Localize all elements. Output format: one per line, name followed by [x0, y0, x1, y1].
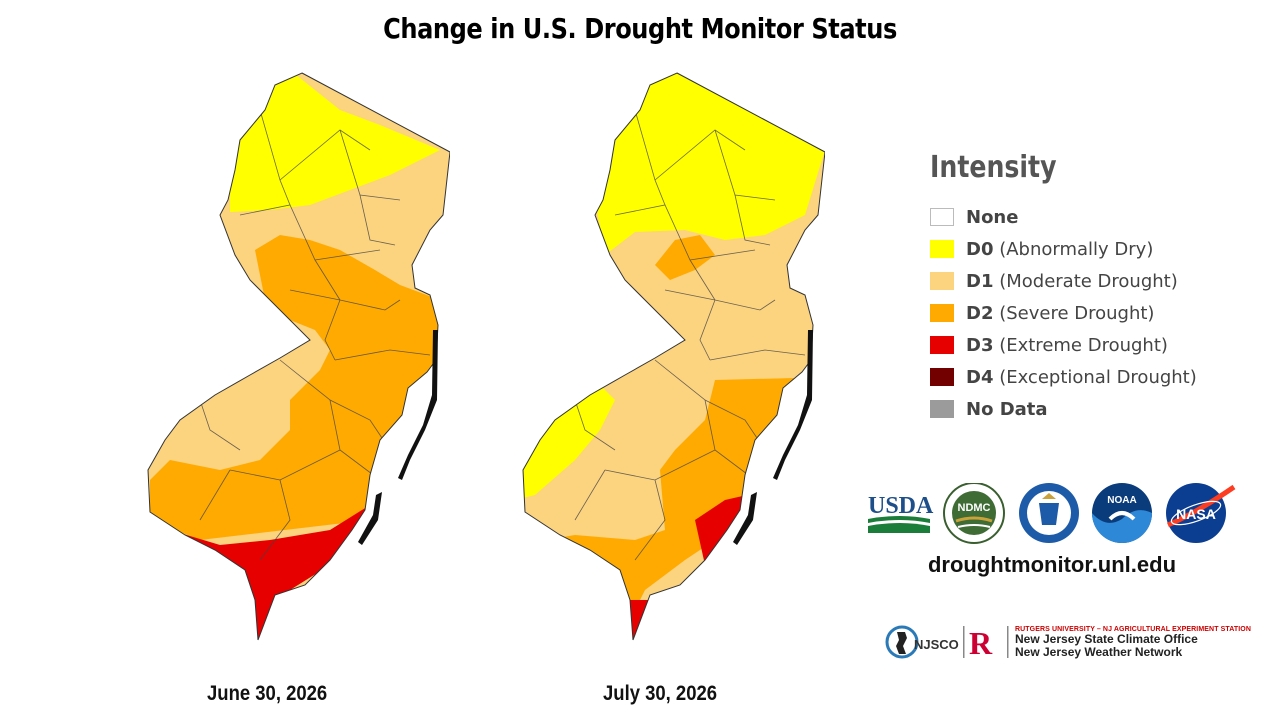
nj-outline — [147, 72, 450, 641]
credits-text: RUTGERS UNIVERSITY – NJ AGRICULTURAL EXP… — [1015, 626, 1251, 659]
legend-swatch — [930, 272, 954, 290]
date-label-june: June 30, 2026 — [207, 682, 328, 705]
legend-item: D4 (Exceptional Drought) — [930, 361, 1197, 393]
legend-swatch — [930, 240, 954, 258]
nasa-logo: NASA — [1166, 483, 1236, 543]
network-line: New Jersey Weather Network — [1015, 644, 1183, 659]
legend-title: Intensity — [930, 150, 1057, 185]
legend-item: None — [930, 201, 1197, 233]
legend-label: None — [966, 206, 1019, 228]
legend-swatch — [930, 208, 954, 226]
legend-item: D1 (Moderate Drought) — [930, 265, 1197, 297]
legend-swatch — [930, 368, 954, 386]
noaa-logo: NOAA — [1092, 483, 1152, 543]
noaa-text: NOAA — [1107, 495, 1136, 506]
legend-label: D1 (Moderate Drought) — [966, 270, 1178, 292]
d0-region-south — [523, 380, 615, 500]
usda-text: USDA — [868, 493, 934, 519]
d0-region — [595, 73, 825, 255]
drought-monitor-url[interactable]: droughtmonitor.unl.edu — [927, 552, 1177, 577]
rutgers-logo: R — [969, 625, 993, 661]
commerce-logo — [1019, 483, 1079, 543]
rutgers-mark: R — [969, 625, 993, 661]
office-line: New Jersey State Climate Office — [1015, 632, 1198, 647]
d2-region-south — [545, 378, 811, 620]
legend-label: D4 (Exceptional Drought) — [966, 366, 1197, 388]
legend-label: D0 (Abnormally Dry) — [966, 238, 1154, 260]
ndmc-logo: NDMC — [943, 483, 1005, 544]
nj-outline — [522, 72, 825, 641]
county-lines — [199, 109, 431, 561]
legend-label: D2 (Severe Drought) — [966, 302, 1155, 324]
map-july — [522, 72, 825, 641]
ndmc-text: NDMC — [958, 502, 991, 514]
d3-region-cape — [615, 600, 660, 640]
d2-region-north — [655, 235, 715, 280]
legend-items: None D0 (Abnormally Dry) D1 (Moderate Dro… — [930, 201, 1197, 425]
legend-swatch — [930, 400, 954, 418]
legend-item: D3 (Extreme Drought) — [930, 329, 1197, 361]
county-lines — [574, 109, 806, 561]
njsco-text: NJSCO — [914, 637, 959, 652]
d0-region — [230, 73, 440, 212]
legend-item: No Data — [930, 393, 1197, 425]
d3-region — [170, 480, 410, 640]
barrier-islands — [733, 330, 813, 545]
d3-region-coast — [695, 495, 747, 565]
legend-label: No Data — [966, 398, 1048, 420]
legend-swatch — [930, 336, 954, 354]
barrier-islands — [358, 330, 438, 545]
nasa-text: NASA — [1176, 506, 1216, 522]
usda-logo: USDA — [868, 493, 934, 533]
legend-item: D0 (Abnormally Dry) — [930, 233, 1197, 265]
njsco-logo: NJSCO — [885, 625, 959, 659]
partner-logos: USDA NDMC NOAA NASA — [868, 483, 1236, 544]
page-title: Change in U.S. Drought Monitor Status — [383, 12, 897, 45]
legend-label: D3 (Extreme Drought) — [966, 334, 1168, 356]
legend-item: D2 (Severe Drought) — [930, 297, 1197, 329]
date-label-july: July 30, 2026 — [603, 682, 718, 705]
d2-region — [150, 235, 440, 540]
njsco-credits-logo: NJSCO R — [885, 625, 1009, 661]
map-june — [147, 72, 450, 641]
legend: Intensity None D0 (Abnormally Dry) D1 (Mo… — [930, 150, 1197, 425]
legend-swatch — [930, 304, 954, 322]
rutgers-line: RUTGERS UNIVERSITY – NJ AGRICULTURAL EXP… — [1015, 626, 1252, 633]
